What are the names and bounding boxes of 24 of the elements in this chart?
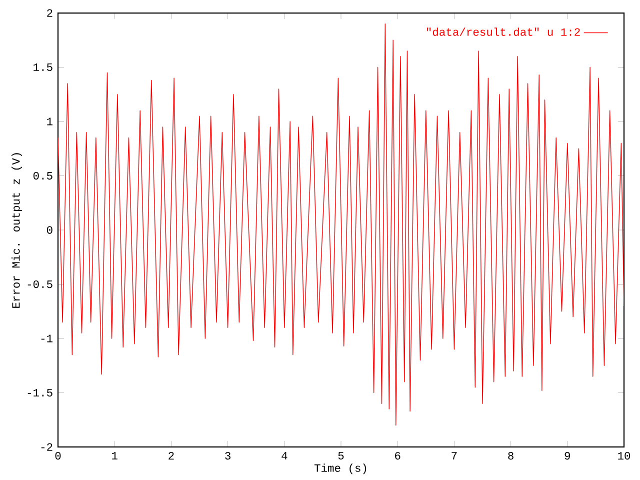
y-tick-label: -1.5 xyxy=(28,388,52,397)
y-tick-label: 2 xyxy=(47,9,52,17)
x-tick-label: 10 xyxy=(618,452,630,460)
x-tick-label: 0 xyxy=(55,452,61,460)
y-axis-title: Error Mic. output z (V) xyxy=(12,153,22,308)
x-tick-label: 4 xyxy=(282,452,288,460)
y-tick-label: 1 xyxy=(47,118,52,126)
x-axis-title: Time (s) xyxy=(314,464,366,474)
line-series xyxy=(58,23,624,426)
x-tick-label: 8 xyxy=(508,452,514,460)
y-tick-label: -2 xyxy=(41,443,52,451)
x-tick-label: 2 xyxy=(168,452,174,460)
y-tick-label: 0.5 xyxy=(33,172,52,180)
x-tick-label: 3 xyxy=(225,452,230,460)
x-tick-label: 7 xyxy=(452,452,457,460)
legend-label: "data/result.dat" u 1:2 xyxy=(426,28,580,36)
y-tick-label: 0 xyxy=(46,226,52,234)
x-tick-label: 5 xyxy=(338,452,344,460)
x-tick-label: 6 xyxy=(395,452,400,460)
y-tick-label: -0.5 xyxy=(28,280,52,288)
y-tick-label: -1 xyxy=(41,334,52,342)
x-tick-label: 1 xyxy=(112,452,118,460)
x-tick-label: 9 xyxy=(564,452,570,460)
y-tick-label: 1.5 xyxy=(34,63,52,72)
